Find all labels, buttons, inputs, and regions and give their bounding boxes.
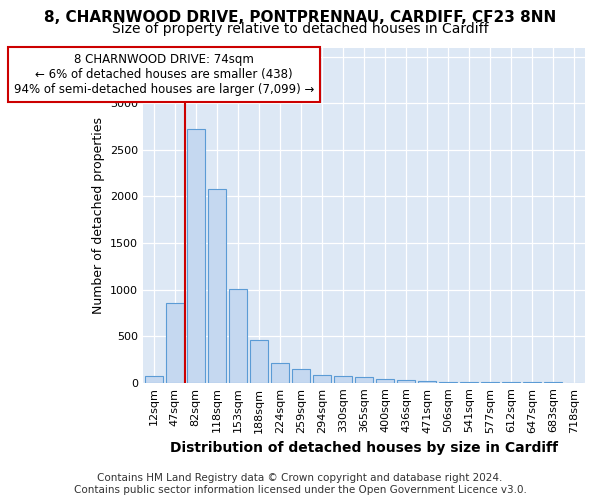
Bar bbox=[271, 363, 289, 382]
Bar bbox=[334, 376, 352, 382]
Bar bbox=[292, 369, 310, 382]
Bar bbox=[208, 190, 226, 382]
Text: 8, CHARNWOOD DRIVE, PONTPRENNAU, CARDIFF, CF23 8NN: 8, CHARNWOOD DRIVE, PONTPRENNAU, CARDIFF… bbox=[44, 10, 556, 25]
Text: 8 CHARNWOOD DRIVE: 74sqm
← 6% of detached houses are smaller (438)
94% of semi-d: 8 CHARNWOOD DRIVE: 74sqm ← 6% of detache… bbox=[14, 53, 314, 96]
Bar bbox=[397, 380, 415, 382]
Bar bbox=[313, 376, 331, 382]
Bar bbox=[145, 376, 163, 382]
Bar bbox=[418, 380, 436, 382]
Text: Size of property relative to detached houses in Cardiff: Size of property relative to detached ho… bbox=[112, 22, 488, 36]
Text: Contains HM Land Registry data © Crown copyright and database right 2024.
Contai: Contains HM Land Registry data © Crown c… bbox=[74, 474, 526, 495]
Y-axis label: Number of detached properties: Number of detached properties bbox=[92, 116, 104, 314]
X-axis label: Distribution of detached houses by size in Cardiff: Distribution of detached houses by size … bbox=[170, 441, 558, 455]
Bar bbox=[166, 303, 184, 382]
Bar bbox=[187, 128, 205, 382]
Bar bbox=[250, 340, 268, 382]
Bar bbox=[355, 378, 373, 382]
Bar bbox=[229, 288, 247, 382]
Bar bbox=[376, 379, 394, 382]
